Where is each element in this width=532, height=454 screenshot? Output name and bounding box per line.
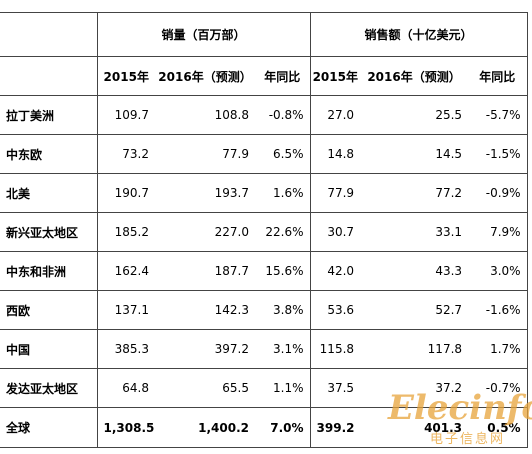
value-cell: 1.7% bbox=[468, 329, 528, 369]
value-cell: 190.7 bbox=[96, 173, 155, 213]
value-cell: 401.3 bbox=[360, 407, 469, 448]
region-cell: 北美 bbox=[0, 173, 97, 213]
table-row: 中东和非洲 162.4 187.7 15.6% 42.0 43.3 3.0% bbox=[0, 251, 528, 291]
value-cell: 108.8 bbox=[155, 95, 255, 135]
value-cell: 193.7 bbox=[155, 173, 255, 213]
table-row: 北美 190.7 193.7 1.6% 77.9 77.2 -0.9% bbox=[0, 173, 528, 213]
value-cell: 22.6% bbox=[255, 212, 311, 252]
column-header: 2016年（预测） bbox=[155, 56, 255, 96]
region-cell: 新兴亚太地区 bbox=[0, 212, 97, 252]
value-cell: 3.1% bbox=[255, 329, 311, 369]
value-cell: 42.0 bbox=[309, 251, 361, 291]
value-cell: 52.7 bbox=[360, 290, 469, 330]
region-cell: 西欧 bbox=[0, 290, 97, 330]
value-cell: 37.5 bbox=[309, 368, 361, 408]
value-cell: 185.2 bbox=[96, 212, 155, 252]
value-cell: 1.6% bbox=[255, 173, 311, 213]
value-cell: 397.2 bbox=[155, 329, 255, 369]
table-row: 发达亚太地区 64.8 65.5 1.1% 37.5 37.2 -0.7% bbox=[0, 368, 528, 408]
value-cell: 6.5% bbox=[255, 134, 311, 174]
corner-cell bbox=[0, 12, 97, 57]
value-cell: 385.3 bbox=[96, 329, 155, 369]
value-cell: 14.8 bbox=[309, 134, 361, 174]
watermark-subtitle: 电子信息网 bbox=[430, 432, 506, 447]
value-cell: 137.1 bbox=[96, 290, 155, 330]
value-cell: 77.9 bbox=[155, 134, 255, 174]
value-cell: 27.0 bbox=[309, 95, 361, 135]
value-cell: -1.5% bbox=[468, 134, 528, 174]
value-cell: 30.7 bbox=[309, 212, 361, 252]
value-cell: 77.2 bbox=[360, 173, 469, 213]
column-header: 年同比 bbox=[255, 56, 311, 96]
region-cell: 发达亚太地区 bbox=[0, 368, 97, 408]
value-cell: -0.9% bbox=[468, 173, 528, 213]
value-cell: -0.8% bbox=[255, 95, 311, 135]
value-cell: 227.0 bbox=[155, 212, 255, 252]
value-cell: 1,308.5 bbox=[96, 407, 155, 448]
column-header: 2016年（预测） bbox=[360, 56, 469, 96]
value-cell: 399.2 bbox=[309, 407, 361, 448]
group-header: 销售额（十亿美元） bbox=[309, 12, 528, 57]
watermark-logo: Elecinfo bbox=[388, 388, 532, 428]
value-cell: 7.0% bbox=[255, 407, 311, 448]
table-row: 新兴亚太地区 185.2 227.0 22.6% 30.7 33.1 7.9% bbox=[0, 212, 528, 252]
value-cell: 109.7 bbox=[96, 95, 155, 135]
region-cell: 全球 bbox=[0, 407, 97, 448]
value-cell: 3.0% bbox=[468, 251, 528, 291]
value-cell: 73.2 bbox=[96, 134, 155, 174]
value-cell: 1,400.2 bbox=[155, 407, 255, 448]
value-cell: 43.3 bbox=[360, 251, 469, 291]
value-cell: -1.6% bbox=[468, 290, 528, 330]
value-cell: -5.7% bbox=[468, 95, 528, 135]
value-cell: 117.8 bbox=[360, 329, 469, 369]
value-cell: 1.1% bbox=[255, 368, 311, 408]
value-cell: 115.8 bbox=[309, 329, 361, 369]
region-cell: 拉丁美洲 bbox=[0, 95, 97, 135]
column-header: 2015年 bbox=[309, 56, 361, 96]
value-cell: 3.8% bbox=[255, 290, 311, 330]
value-cell: 187.7 bbox=[155, 251, 255, 291]
value-cell: 25.5 bbox=[360, 95, 469, 135]
region-cell: 中东欧 bbox=[0, 134, 97, 174]
value-cell: 142.3 bbox=[155, 290, 255, 330]
subheader-row: 2015年 2016年（预测） 年同比 2015年 2016年（预测） 年同比 bbox=[0, 56, 528, 96]
value-cell: 7.9% bbox=[468, 212, 528, 252]
table-row: 中国 385.3 397.2 3.1% 115.8 117.8 1.7% bbox=[0, 329, 528, 369]
column-header: 2015年 bbox=[96, 56, 155, 96]
region-cell: 中国 bbox=[0, 329, 97, 369]
table-row: 中东欧 73.2 77.9 6.5% 14.8 14.5 -1.5% bbox=[0, 134, 528, 174]
value-cell: 14.5 bbox=[360, 134, 469, 174]
column-header: 年同比 bbox=[468, 56, 528, 96]
value-cell: 33.1 bbox=[360, 212, 469, 252]
group-header: 销量（百万部） bbox=[96, 12, 311, 57]
region-cell: 中东和非洲 bbox=[0, 251, 97, 291]
table-row: 西欧 137.1 142.3 3.8% 53.6 52.7 -1.6% bbox=[0, 290, 528, 330]
value-cell: 162.4 bbox=[96, 251, 155, 291]
value-cell: 77.9 bbox=[309, 173, 361, 213]
corner-cell bbox=[0, 56, 97, 96]
value-cell: 65.5 bbox=[155, 368, 255, 408]
value-cell: 15.6% bbox=[255, 251, 311, 291]
table-row: 拉丁美洲 109.7 108.8 -0.8% 27.0 25.5 -5.7% bbox=[0, 95, 528, 135]
value-cell: 0.5% bbox=[468, 407, 528, 448]
table-row: 全球 1,308.5 1,400.2 7.0% 399.2 401.3 0.5% bbox=[0, 407, 528, 448]
value-cell: 53.6 bbox=[309, 290, 361, 330]
sales-table: 销量（百万部） 销售额（十亿美元） 2015年 2016年（预测） 年同比 2015年… bbox=[0, 12, 528, 448]
value-cell: 37.2 bbox=[360, 368, 469, 408]
value-cell: 64.8 bbox=[96, 368, 155, 408]
